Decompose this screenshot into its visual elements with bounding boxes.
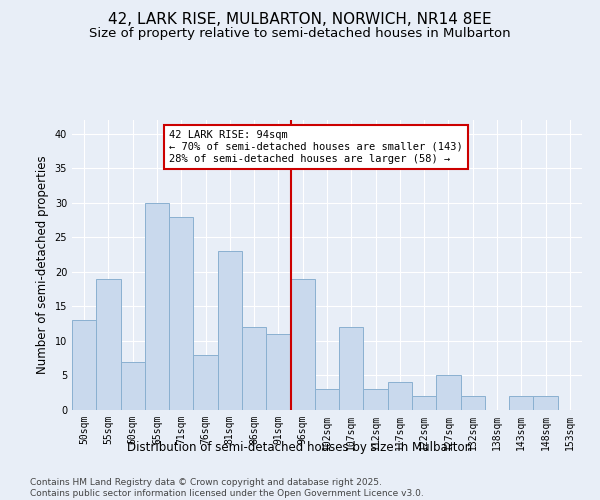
Bar: [315, 390, 339, 410]
Bar: [509, 396, 533, 410]
Bar: [72, 320, 96, 410]
Text: 42 LARK RISE: 94sqm
← 70% of semi-detached houses are smaller (143)
28% of semi-: 42 LARK RISE: 94sqm ← 70% of semi-detach…: [169, 130, 463, 164]
Bar: [218, 251, 242, 410]
Text: Distribution of semi-detached houses by size in Mulbarton: Distribution of semi-detached houses by …: [127, 441, 473, 454]
Y-axis label: Number of semi-detached properties: Number of semi-detached properties: [36, 156, 49, 374]
Bar: [145, 203, 169, 410]
Bar: [412, 396, 436, 410]
Bar: [364, 390, 388, 410]
Bar: [388, 382, 412, 410]
Bar: [461, 396, 485, 410]
Bar: [193, 355, 218, 410]
Bar: [96, 279, 121, 410]
Bar: [169, 216, 193, 410]
Bar: [121, 362, 145, 410]
Bar: [290, 279, 315, 410]
Bar: [266, 334, 290, 410]
Bar: [339, 327, 364, 410]
Bar: [533, 396, 558, 410]
Text: Contains HM Land Registry data © Crown copyright and database right 2025.
Contai: Contains HM Land Registry data © Crown c…: [30, 478, 424, 498]
Bar: [242, 327, 266, 410]
Text: Size of property relative to semi-detached houses in Mulbarton: Size of property relative to semi-detach…: [89, 28, 511, 40]
Bar: [436, 376, 461, 410]
Text: 42, LARK RISE, MULBARTON, NORWICH, NR14 8EE: 42, LARK RISE, MULBARTON, NORWICH, NR14 …: [108, 12, 492, 28]
